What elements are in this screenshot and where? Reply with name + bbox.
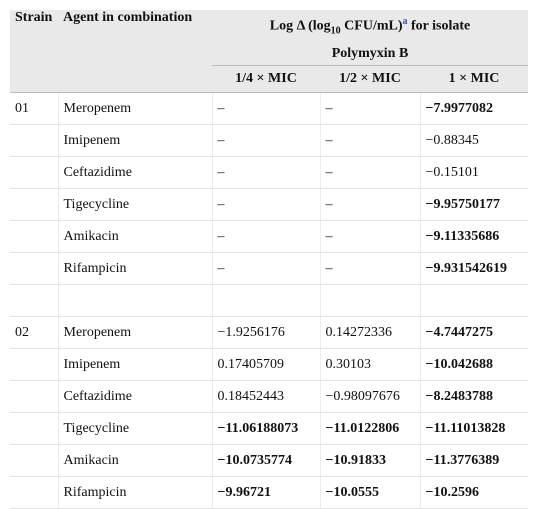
column-header: 1/2 × MIC <box>320 65 420 94</box>
value-cell: −10.2596 <box>419 476 528 509</box>
agent-cell: Amikacin <box>57 220 212 254</box>
strain-cell <box>10 188 58 222</box>
table-row: 02 Meropenem −1.9256176 0.14272336 −4.744727… <box>10 316 528 350</box>
strain-cell: 01 <box>10 92 58 126</box>
agent-cell: Imipenem <box>57 124 212 158</box>
strain-cell <box>10 444 58 478</box>
table-row: Imipenem 0.17405709 0.30103 −10.042688 <box>10 348 528 382</box>
value-cell: −0.88345 <box>419 124 528 158</box>
header-title: Log Δ (log10 CFU/mL)a for isolate Polymyx… <box>212 10 528 66</box>
table-row: Imipenem – – −0.88345 <box>10 124 528 158</box>
value-cell: – <box>211 252 320 286</box>
spacer-row <box>10 284 528 318</box>
header-text: Log Δ (log <box>269 18 331 34</box>
value-cell: – <box>211 92 320 126</box>
value-cell: −0.15101 <box>419 156 528 190</box>
header-cell: Agent in combination <box>58 10 212 94</box>
value-cell: −10.0555 <box>319 476 420 509</box>
value-cell: – <box>211 124 320 158</box>
value-cell: – <box>319 124 420 158</box>
agent-cell: Meropenem <box>57 92 212 126</box>
page: Strain Agent in combination Log Δ (log10… <box>10 10 528 509</box>
value-cell: −9.11335686 <box>419 220 528 254</box>
value-cell: −9.95750177 <box>419 188 528 222</box>
spacer-cell <box>211 284 320 318</box>
value-cell: −9.96721 <box>211 476 320 509</box>
agent-cell: Amikacin <box>57 444 212 478</box>
spacer-cell <box>319 284 420 318</box>
value-cell: −8.2483788 <box>419 380 528 414</box>
value-cell: −11.11013828 <box>419 412 528 446</box>
agent-cell: Tigecycline <box>57 188 212 222</box>
value-cell: −1.9256176 <box>211 316 320 350</box>
value-cell: −7.9977082 <box>419 92 528 126</box>
agent-cell: Tigecycline <box>57 412 212 446</box>
spacer-cell <box>57 284 212 318</box>
table-row: Ceftazidime – – −0.15101 <box>10 156 528 190</box>
column-header: 1 × MIC <box>420 65 528 94</box>
table-row: Amikacin – – −9.11335686 <box>10 220 528 254</box>
value-cell: – <box>211 220 320 254</box>
spacer-cell <box>419 284 528 318</box>
value-cell: – <box>319 252 420 286</box>
strain-cell <box>10 348 58 382</box>
value-cell: – <box>211 156 320 190</box>
value-cell: 0.18452443 <box>211 380 320 414</box>
header-cell: Strain <box>10 10 58 94</box>
value-cell: 0.30103 <box>319 348 420 382</box>
table-row: Tigecycline −11.06188073 −11.0122806 −11.11… <box>10 412 528 446</box>
value-cell: – <box>319 220 420 254</box>
table-row: Ceftazidime 0.18452443 −0.98097676 −8.24837… <box>10 380 528 414</box>
value-cell: – <box>319 156 420 190</box>
header-text: CFU/mL) <box>344 18 403 34</box>
subscript: 10 <box>330 25 341 37</box>
data-table: Strain Agent in combination Log Δ (log10… <box>10 10 528 509</box>
value-cell: −10.042688 <box>419 348 528 382</box>
value-cell: −11.3776389 <box>419 444 528 478</box>
value-cell: – <box>211 188 320 222</box>
value-cell: −10.0735774 <box>211 444 320 478</box>
table-row: 01 Meropenem – – −7.9977082 <box>10 92 528 126</box>
value-cell: 0.17405709 <box>211 348 320 382</box>
footnote-link[interactable]: a <box>402 16 408 27</box>
agent-cell: Meropenem <box>57 316 212 350</box>
value-cell: −0.98097676 <box>319 380 420 414</box>
table-row: Rifampicin – – −9.931542619 <box>10 252 528 286</box>
strain-cell <box>10 156 58 190</box>
strain-cell <box>10 124 58 158</box>
agent-cell: Rifampicin <box>57 476 212 509</box>
strain-cell <box>10 476 58 509</box>
strain-cell <box>10 380 58 414</box>
column-header: 1/4 × MIC <box>212 65 320 94</box>
value-cell: −10.91833 <box>319 444 420 478</box>
value-cell: −11.0122806 <box>319 412 420 446</box>
spacer-cell <box>10 284 58 318</box>
strain-cell: 02 <box>10 316 58 350</box>
value-cell: – <box>319 188 420 222</box>
agent-cell: Rifampicin <box>57 252 212 286</box>
agent-cell: Ceftazidime <box>57 156 212 190</box>
strain-cell <box>10 252 58 286</box>
isolate-name: Polymyxin B <box>331 46 409 62</box>
value-cell: −11.06188073 <box>211 412 320 446</box>
table-body: 01 Meropenem – – −7.9977082 Imipenem – – −0.8834… <box>10 92 528 509</box>
strain-cell <box>10 412 58 446</box>
value-cell: −4.7447275 <box>419 316 528 350</box>
table-row: Tigecycline – – −9.95750177 <box>10 188 528 222</box>
table-row: Rifampicin −9.96721 −10.0555 −10.2596 <box>10 476 528 509</box>
agent-cell: Imipenem <box>57 348 212 382</box>
strain-cell <box>10 220 58 254</box>
value-cell: – <box>319 92 420 126</box>
agent-cell: Ceftazidime <box>57 380 212 414</box>
table-row: Amikacin −10.0735774 −10.91833 −11.3776389 <box>10 444 528 478</box>
value-cell: 0.14272336 <box>319 316 420 350</box>
value-cell: −9.931542619 <box>419 252 528 286</box>
header-text: for isolate <box>411 18 471 34</box>
